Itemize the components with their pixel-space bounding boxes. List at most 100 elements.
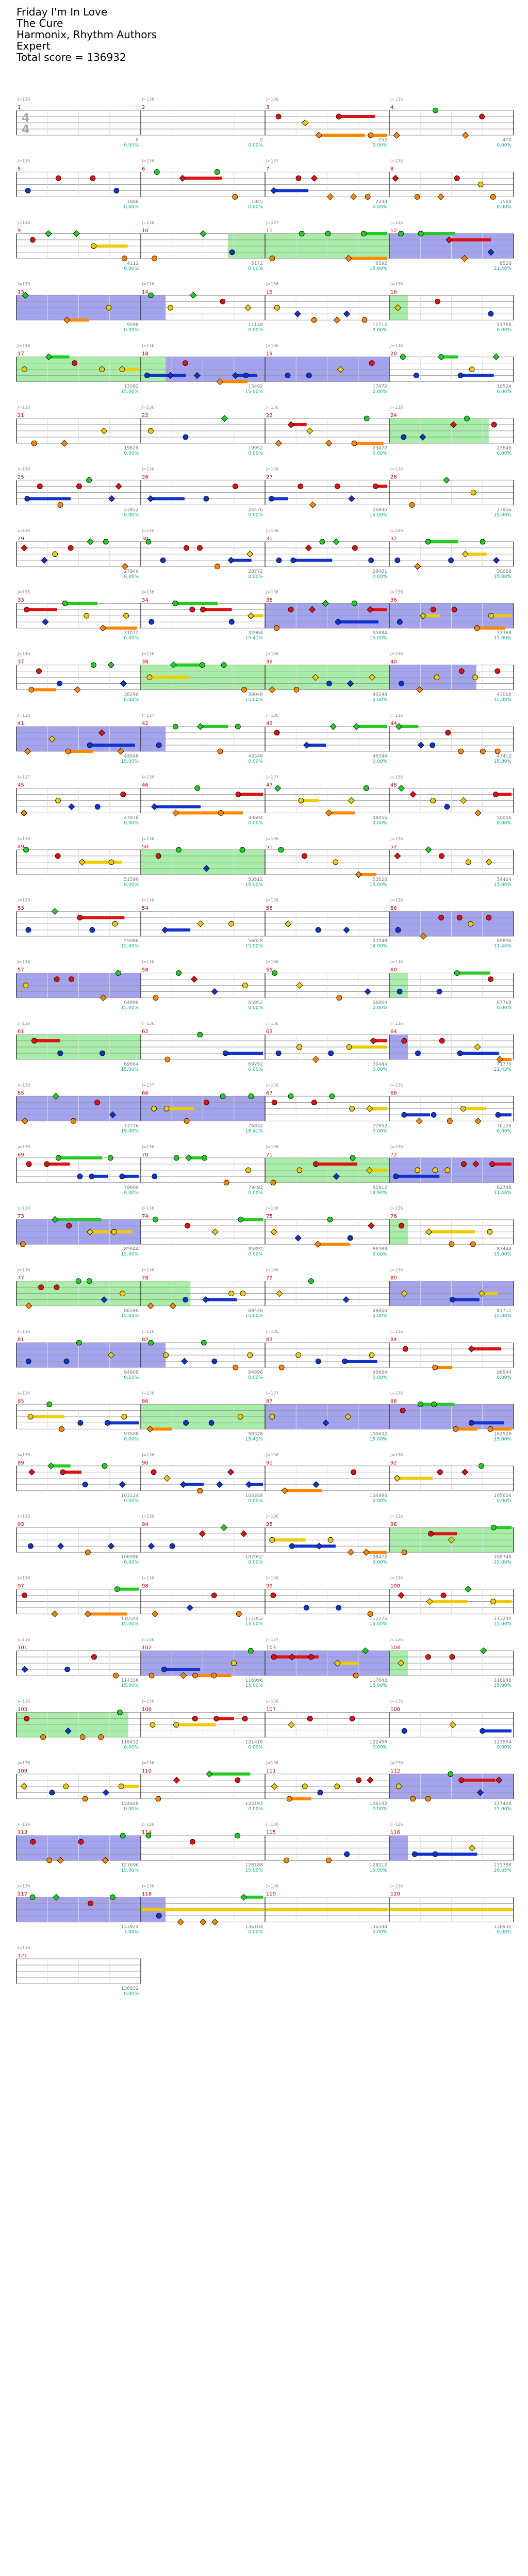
measure-staff	[389, 1096, 514, 1121]
hopo-note	[107, 662, 115, 669]
hopo-note	[87, 538, 94, 545]
measure-number: 34	[142, 598, 148, 603]
note-gem	[367, 1611, 373, 1617]
note-gem	[172, 600, 178, 606]
measure-staff	[16, 1589, 141, 1615]
note-gem	[329, 1093, 335, 1099]
measure-staff	[16, 357, 141, 382]
measure-score: 96544	[497, 1370, 512, 1375]
note-gem	[88, 1901, 94, 1907]
tempo-marking: J=136	[17, 405, 30, 410]
tempo-marking: J=136	[390, 836, 403, 841]
tempo-marking: J=136	[266, 1514, 278, 1519]
measure-number: 117	[18, 1892, 27, 1897]
measure-number: 24	[390, 413, 397, 418]
tempo-marking: J=137	[266, 220, 278, 225]
hopo-note	[101, 1296, 108, 1303]
hopo-note	[437, 193, 444, 200]
measure-staff	[16, 1958, 141, 1984]
hopo-note	[107, 1542, 115, 1550]
measure-number: 47	[266, 782, 273, 788]
measure-staff	[16, 1650, 141, 1676]
measure-percent: 26.35%	[494, 1868, 512, 1873]
measure-staff	[265, 1712, 389, 1737]
note-gem	[25, 1358, 31, 1364]
note-gem	[107, 1155, 113, 1161]
measure-percent: 0.00%	[124, 1807, 139, 1812]
measure-number: 20	[390, 351, 397, 357]
measure-score: 136932	[494, 1925, 512, 1930]
note-gem	[269, 1413, 275, 1420]
note-gem	[147, 428, 154, 434]
note-gem	[89, 927, 95, 933]
note-gem	[414, 373, 419, 378]
measure-score: 57048	[372, 939, 387, 944]
hopo-note	[248, 612, 255, 619]
note-gem	[120, 1832, 126, 1839]
measure-score: 65952	[248, 1001, 263, 1006]
note-gem	[468, 921, 474, 927]
hopo-note	[493, 557, 500, 564]
measure-percent: 0.00%	[372, 1375, 387, 1380]
hopo-note	[227, 557, 235, 564]
note-gem	[397, 619, 403, 625]
tempo-marking: J=136	[266, 1021, 278, 1026]
hopo-note	[425, 1228, 433, 1235]
note-gem	[22, 1592, 27, 1599]
note-gem	[295, 1352, 302, 1358]
hopo-note	[216, 378, 224, 385]
measure-score: 85644	[124, 1247, 139, 1252]
measure-score: 136548	[370, 1925, 388, 1930]
measure-score: 104996	[370, 1493, 388, 1499]
note-gem	[108, 859, 114, 865]
measure-percent: 15.00%	[245, 1868, 263, 1873]
note-gem	[298, 484, 304, 489]
hopo-note	[206, 1770, 213, 1778]
measure-score: 127696	[121, 1863, 139, 1868]
measure-number: 64	[390, 1029, 397, 1035]
measure-score: 79492	[248, 1185, 263, 1190]
hopo-note	[303, 742, 310, 749]
note-gem	[90, 662, 96, 668]
measure-number: 53	[18, 906, 24, 911]
note-gem	[272, 970, 278, 976]
note-gem	[229, 249, 235, 255]
measure-staff	[265, 787, 389, 813]
hopo-note	[181, 1358, 188, 1365]
measure-score: 102528	[494, 1431, 512, 1437]
measure-percent: 0.00%	[248, 1375, 263, 1380]
tempo-marking: J=136	[390, 1576, 403, 1581]
note-gem	[163, 1352, 169, 1358]
note-gem	[336, 1605, 342, 1611]
measure-percent: 0.00%	[497, 1006, 512, 1011]
note-gem	[183, 434, 189, 440]
hopo-note	[41, 557, 48, 564]
note-gem	[237, 1413, 243, 1420]
note-gem	[59, 1426, 64, 1432]
tempo-marking: J=137	[141, 1083, 154, 1087]
measure-score: 54464	[497, 877, 512, 882]
measure-staff	[265, 726, 389, 752]
measure-staff	[16, 1096, 141, 1121]
tempo-marking: J=136	[17, 1514, 30, 1519]
measure-percent: 0.00%	[124, 636, 139, 641]
measure-staff	[140, 110, 265, 136]
measure-number: 105	[18, 1706, 27, 1712]
measure-percent: 15.00%	[121, 759, 139, 764]
measure-number: 41	[18, 721, 24, 727]
hopo-note	[367, 606, 374, 613]
hopo-note	[78, 859, 86, 866]
measure-staff	[16, 603, 141, 629]
measure-score: 50056	[497, 815, 512, 820]
measure-score: 252	[378, 138, 387, 143]
note-gem	[361, 317, 368, 323]
hopo-note	[68, 803, 75, 810]
measure-staff	[140, 1404, 265, 1429]
tempo-marking: J=136	[17, 1268, 30, 1273]
measure-number: 72	[390, 1152, 397, 1158]
measure-score: 108472	[370, 1555, 387, 1560]
measure-staff	[389, 726, 514, 752]
hopo-note	[355, 871, 362, 878]
note-gem	[85, 1549, 91, 1555]
measure-percent: 15.00%	[121, 1129, 139, 1134]
